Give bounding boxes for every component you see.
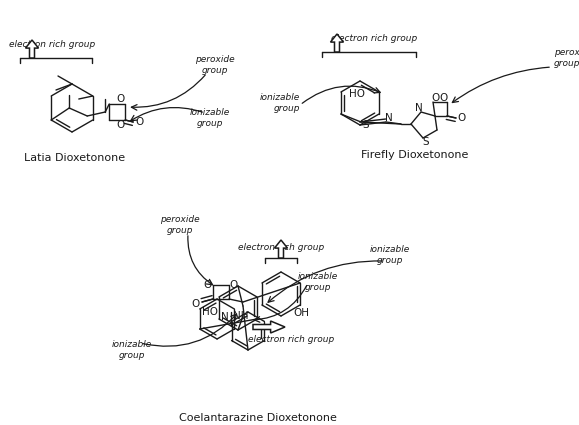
Text: electron rich group: electron rich group xyxy=(248,334,334,343)
Text: NH: NH xyxy=(233,311,249,321)
Text: peroxide
group: peroxide group xyxy=(195,55,235,75)
Text: O: O xyxy=(432,93,440,103)
Text: HO: HO xyxy=(203,307,218,317)
Text: O: O xyxy=(191,299,199,309)
Text: electron rich group: electron rich group xyxy=(331,34,417,43)
Polygon shape xyxy=(25,40,38,58)
Text: O: O xyxy=(440,93,448,103)
Text: Latia Dioxetonone: Latia Dioxetonone xyxy=(24,153,126,163)
Text: O: O xyxy=(204,280,212,290)
Text: ionizable
group: ionizable group xyxy=(260,94,300,113)
Text: OH: OH xyxy=(293,308,309,318)
Polygon shape xyxy=(253,321,285,333)
Text: ionizable
group: ionizable group xyxy=(370,245,410,265)
Text: ionizable
group: ionizable group xyxy=(112,340,152,360)
Text: N: N xyxy=(385,113,393,123)
Polygon shape xyxy=(331,34,343,52)
Text: N: N xyxy=(221,312,229,322)
Text: O: O xyxy=(135,117,144,127)
Text: peroxide
group: peroxide group xyxy=(554,48,579,68)
Text: Firefly Dioxetonone: Firefly Dioxetonone xyxy=(361,150,468,160)
Text: peroxide
group: peroxide group xyxy=(160,215,200,235)
Text: O: O xyxy=(116,94,124,104)
Text: ionizable
group: ionizable group xyxy=(298,272,338,292)
Text: O: O xyxy=(116,120,124,130)
Text: N: N xyxy=(415,103,423,113)
Text: HO: HO xyxy=(349,89,365,99)
Polygon shape xyxy=(274,240,288,258)
Text: S: S xyxy=(362,120,369,130)
Text: electron rich group: electron rich group xyxy=(9,40,95,48)
Text: S: S xyxy=(423,137,429,147)
Text: O: O xyxy=(458,113,466,123)
Text: O: O xyxy=(230,280,238,290)
Text: ionizable
group: ionizable group xyxy=(190,108,230,128)
Text: Coelantarazine Dioxetonone: Coelantarazine Dioxetonone xyxy=(179,413,337,423)
Text: electron rich group: electron rich group xyxy=(238,243,324,252)
